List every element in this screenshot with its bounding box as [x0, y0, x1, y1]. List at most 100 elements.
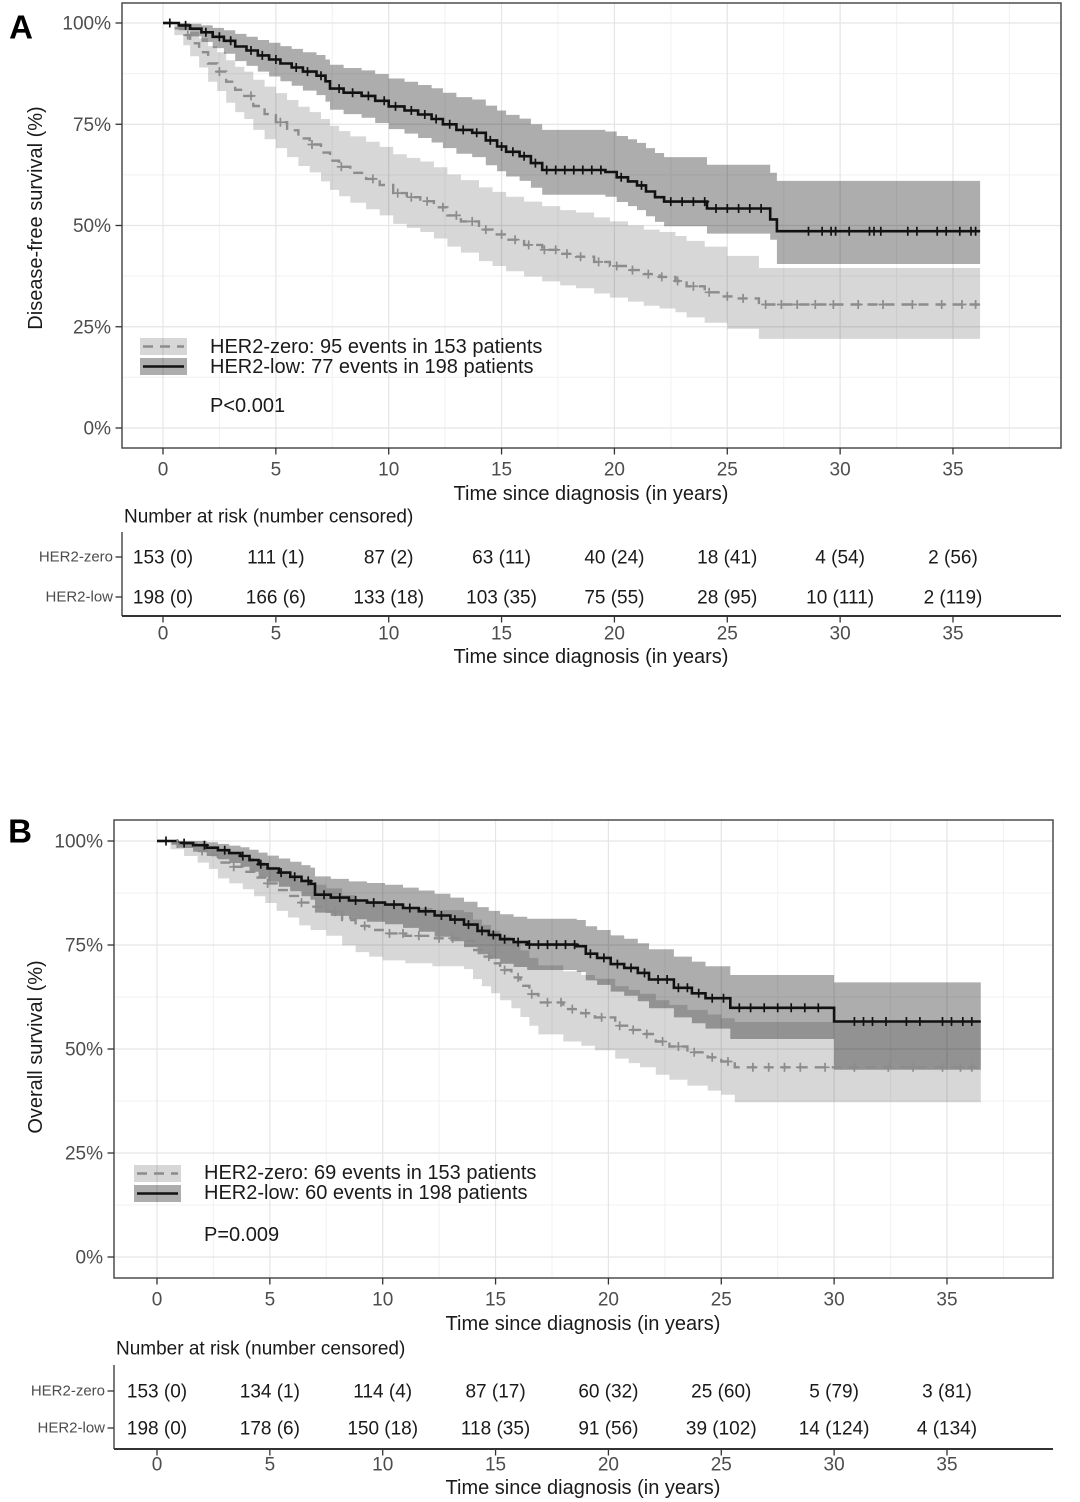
- svg-text:25: 25: [711, 1290, 732, 1311]
- svg-text:111 (1): 111 (1): [247, 548, 304, 569]
- ci-band-HER2-low: [163, 23, 981, 264]
- panel-a-p-value: P<0.001: [210, 395, 286, 417]
- svg-text:114 (4): 114 (4): [353, 1382, 412, 1403]
- svg-text:4 (54): 4 (54): [815, 548, 865, 569]
- svg-text:0%: 0%: [84, 419, 112, 440]
- panel-b-risk-table-header: Number at risk (number censored): [116, 1338, 406, 1360]
- svg-text:3 (81): 3 (81): [922, 1382, 972, 1403]
- svg-text:10: 10: [378, 460, 399, 481]
- svg-text:40 (24): 40 (24): [584, 548, 644, 569]
- svg-text:2 (119): 2 (119): [924, 588, 983, 609]
- svg-text:150 (18): 150 (18): [347, 1419, 418, 1440]
- svg-text:15: 15: [485, 1455, 506, 1476]
- svg-text:75%: 75%: [65, 936, 103, 957]
- panel-b-legend-label-her2-low: HER2-low: 60 events in 198 patients: [204, 1182, 528, 1204]
- panel-b-risk-row-label-her2-zero: HER2-zero: [30, 1382, 105, 1400]
- svg-text:20: 20: [598, 1455, 619, 1476]
- svg-text:18 (41): 18 (41): [697, 548, 757, 569]
- panel-b-x-axis-title: Time since diagnosis (in years): [445, 1313, 721, 1335]
- svg-text:30: 30: [824, 1290, 845, 1311]
- svg-text:5: 5: [271, 460, 282, 481]
- svg-text:63 (11): 63 (11): [472, 548, 531, 569]
- panel-b-risk-row-label-her2-low: HER2-low: [37, 1419, 105, 1437]
- ci-band-HER2-zero: [163, 23, 981, 339]
- panel-a-risk-row-label-her2-low: HER2-low: [45, 588, 113, 606]
- svg-text:178 (6): 178 (6): [240, 1419, 300, 1440]
- svg-text:87 (2): 87 (2): [364, 548, 414, 569]
- svg-text:75 (55): 75 (55): [584, 588, 644, 609]
- svg-text:0%: 0%: [76, 1248, 104, 1269]
- svg-text:15: 15: [491, 460, 512, 481]
- panel-a-label: A: [9, 8, 33, 46]
- svg-text:50%: 50%: [65, 1040, 103, 1061]
- svg-text:30: 30: [824, 1455, 845, 1476]
- svg-text:15: 15: [485, 1290, 506, 1311]
- svg-text:0: 0: [158, 624, 169, 645]
- panel-b-label: B: [8, 812, 32, 850]
- svg-text:25: 25: [717, 624, 738, 645]
- svg-text:25 (60): 25 (60): [691, 1382, 751, 1403]
- svg-text:10: 10: [372, 1290, 393, 1311]
- panel-a-risk-row-label-her2-zero: HER2-zero: [38, 548, 113, 566]
- svg-text:14 (124): 14 (124): [799, 1419, 870, 1440]
- svg-text:10 (111): 10 (111): [806, 588, 874, 609]
- svg-text:100%: 100%: [54, 832, 103, 853]
- survival-curve-HER2-zero: [157, 839, 981, 1069]
- svg-text:0: 0: [158, 460, 169, 481]
- svg-text:30: 30: [830, 624, 851, 645]
- svg-text:134 (1): 134 (1): [240, 1382, 300, 1403]
- svg-text:198 (0): 198 (0): [133, 588, 193, 609]
- svg-text:91 (56): 91 (56): [578, 1419, 638, 1440]
- panel-b-risk-x-axis-title: Time since diagnosis (in years): [445, 1477, 721, 1499]
- svg-text:0: 0: [152, 1290, 163, 1311]
- panel-a-legend-label-her2-zero: HER2-zero: 95 events in 153 patients: [210, 336, 543, 358]
- svg-text:100%: 100%: [62, 14, 111, 35]
- svg-text:133 (18): 133 (18): [353, 588, 424, 609]
- svg-text:35: 35: [942, 624, 963, 645]
- svg-text:5: 5: [265, 1455, 276, 1476]
- svg-text:50%: 50%: [73, 216, 111, 237]
- svg-text:35: 35: [936, 1290, 957, 1311]
- svg-text:25%: 25%: [65, 1144, 103, 1165]
- svg-text:118 (35): 118 (35): [461, 1419, 530, 1440]
- svg-text:35: 35: [942, 460, 963, 481]
- svg-text:39 (102): 39 (102): [686, 1419, 757, 1440]
- svg-text:60 (32): 60 (32): [578, 1382, 638, 1403]
- svg-text:25%: 25%: [73, 317, 111, 338]
- svg-text:15: 15: [491, 624, 512, 645]
- panel-a-x-axis-title: Time since diagnosis (in years): [453, 483, 729, 505]
- svg-text:10: 10: [378, 624, 399, 645]
- svg-text:28 (95): 28 (95): [697, 588, 757, 609]
- svg-text:5 (79): 5 (79): [809, 1382, 859, 1403]
- panel-b-y-axis-title: Overall survival (%): [25, 960, 47, 1134]
- ci-band-HER2-low: [157, 841, 981, 1070]
- svg-text:103 (35): 103 (35): [466, 588, 537, 609]
- panel-b-p-value: P=0.009: [204, 1224, 280, 1246]
- svg-text:5: 5: [271, 624, 282, 645]
- panel-a-risk-x-axis-title: Time since diagnosis (in years): [453, 646, 729, 668]
- ci-band-HER2-zero: [157, 841, 981, 1103]
- svg-text:20: 20: [598, 1290, 619, 1311]
- panel-a-risk-table-header: Number at risk (number censored): [124, 506, 414, 528]
- svg-text:166 (6): 166 (6): [246, 588, 306, 609]
- svg-text:25: 25: [717, 460, 738, 481]
- svg-text:25: 25: [711, 1455, 732, 1476]
- svg-text:153 (0): 153 (0): [127, 1382, 187, 1403]
- svg-text:10: 10: [372, 1455, 393, 1476]
- svg-text:198 (0): 198 (0): [127, 1419, 187, 1440]
- svg-text:30: 30: [830, 460, 851, 481]
- svg-text:87 (17): 87 (17): [465, 1382, 525, 1403]
- svg-text:153 (0): 153 (0): [133, 548, 193, 569]
- panel-a-y-axis-title: Disease-free survival (%): [25, 106, 47, 330]
- svg-text:4 (134): 4 (134): [917, 1419, 977, 1440]
- svg-text:20: 20: [604, 624, 625, 645]
- svg-text:20: 20: [604, 460, 625, 481]
- svg-text:75%: 75%: [73, 115, 111, 136]
- panel-a-legend-label-her2-low: HER2-low: 77 events in 198 patients: [210, 356, 534, 378]
- svg-text:35: 35: [936, 1455, 957, 1476]
- svg-text:5: 5: [265, 1290, 276, 1311]
- panel-b-legend-label-her2-zero: HER2-zero: 69 events in 153 patients: [204, 1162, 537, 1184]
- svg-text:0: 0: [152, 1455, 163, 1476]
